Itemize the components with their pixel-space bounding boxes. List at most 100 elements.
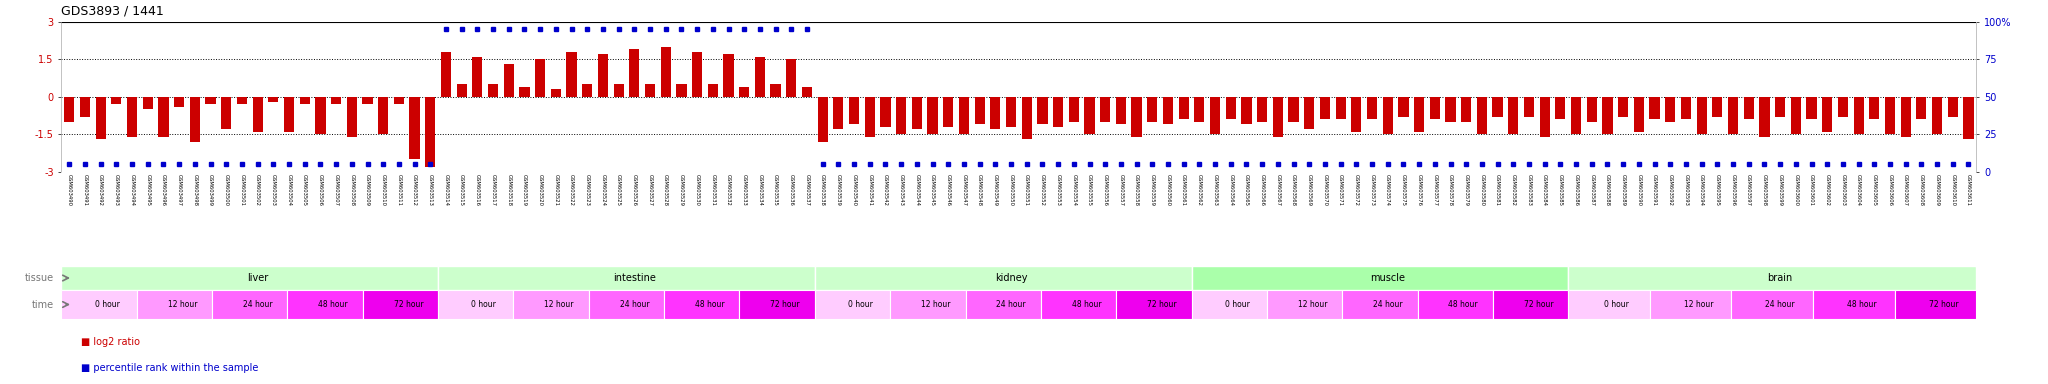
Bar <box>1382 97 1393 134</box>
Bar <box>1192 266 1569 290</box>
Bar <box>1399 97 1409 117</box>
Text: GSM603567: GSM603567 <box>1276 174 1280 207</box>
Bar <box>676 84 686 97</box>
Bar <box>965 290 1040 319</box>
Bar <box>709 84 719 97</box>
Text: GSM603540: GSM603540 <box>852 174 856 207</box>
Bar <box>96 97 106 139</box>
Bar <box>514 290 590 319</box>
Bar <box>63 97 74 122</box>
Text: GSM603578: GSM603578 <box>1448 174 1452 207</box>
Text: GSM603519: GSM603519 <box>522 174 526 207</box>
Text: GSM603597: GSM603597 <box>1747 174 1751 207</box>
Bar <box>815 266 1192 290</box>
Bar <box>1931 97 1942 134</box>
Bar <box>1257 97 1268 122</box>
Text: GSM603552: GSM603552 <box>1040 174 1044 207</box>
Bar <box>1341 290 1417 319</box>
Bar <box>1901 97 1911 137</box>
Text: GSM603531: GSM603531 <box>711 174 715 206</box>
Bar <box>1964 97 1974 139</box>
Text: GSM603532: GSM603532 <box>725 174 731 206</box>
Bar <box>1696 97 1706 134</box>
Bar <box>1569 290 1651 319</box>
Text: GSM603518: GSM603518 <box>506 174 512 207</box>
Text: GSM603560: GSM603560 <box>1165 174 1171 207</box>
Bar <box>127 97 137 137</box>
Text: GSM603591: GSM603591 <box>1653 174 1657 207</box>
Bar <box>1743 97 1753 119</box>
Bar <box>379 97 389 134</box>
Bar <box>567 52 578 97</box>
Bar <box>205 97 215 104</box>
Text: GSM603581: GSM603581 <box>1495 174 1499 207</box>
Text: GSM603596: GSM603596 <box>1731 174 1735 207</box>
Bar <box>1894 290 1976 319</box>
Bar <box>1493 290 1569 319</box>
Text: ■ percentile rank within the sample: ■ percentile rank within the sample <box>80 363 258 373</box>
Bar <box>473 57 483 97</box>
Bar <box>438 290 514 319</box>
Text: GSM603589: GSM603589 <box>1620 174 1626 207</box>
Text: GSM603592: GSM603592 <box>1667 174 1673 207</box>
Text: 48 hour: 48 hour <box>1071 300 1102 309</box>
Text: GSM603498: GSM603498 <box>193 174 197 207</box>
Bar <box>770 84 780 97</box>
Bar <box>614 84 625 97</box>
Text: GSM603524: GSM603524 <box>600 174 606 207</box>
Bar <box>61 266 438 290</box>
Bar <box>1651 290 1731 319</box>
Text: GSM603586: GSM603586 <box>1573 174 1579 207</box>
Text: GSM603503: GSM603503 <box>270 174 276 206</box>
Text: GSM603494: GSM603494 <box>129 174 135 207</box>
Bar <box>61 290 137 319</box>
Bar <box>287 290 362 319</box>
Text: intestine: intestine <box>612 273 655 283</box>
Bar <box>1413 97 1423 132</box>
Text: 12 hour: 12 hour <box>922 300 950 309</box>
Text: GSM603543: GSM603543 <box>899 174 903 206</box>
Bar <box>504 65 514 97</box>
Bar <box>817 97 827 142</box>
Text: GSM603493: GSM603493 <box>115 174 119 206</box>
Text: GSM603534: GSM603534 <box>758 174 762 206</box>
Text: 72 hour: 72 hour <box>1524 300 1552 309</box>
Text: GSM603609: GSM603609 <box>1935 174 1939 207</box>
Text: GSM603562: GSM603562 <box>1196 174 1202 207</box>
Bar <box>174 97 184 107</box>
Bar <box>1305 97 1315 129</box>
Text: GSM603504: GSM603504 <box>287 174 291 207</box>
Text: 24 hour: 24 hour <box>244 300 272 309</box>
Bar <box>881 97 891 127</box>
Text: GSM603611: GSM603611 <box>1966 174 1970 207</box>
Text: GSM603559: GSM603559 <box>1149 174 1155 207</box>
Text: GSM603508: GSM603508 <box>350 174 354 207</box>
Text: kidney: kidney <box>995 273 1028 283</box>
Text: GSM603537: GSM603537 <box>805 174 809 206</box>
Bar <box>285 97 295 132</box>
Bar <box>221 97 231 129</box>
Text: GSM603507: GSM603507 <box>334 174 338 207</box>
Text: GSM603606: GSM603606 <box>1888 174 1892 207</box>
Bar <box>739 290 815 319</box>
Text: GSM603542: GSM603542 <box>883 174 889 207</box>
Text: GSM603593: GSM603593 <box>1683 174 1688 206</box>
Bar <box>590 290 664 319</box>
Text: 12 hour: 12 hour <box>1683 300 1714 309</box>
Bar <box>190 97 201 142</box>
Bar <box>1806 97 1817 119</box>
Bar <box>1319 97 1329 119</box>
Text: GSM603535: GSM603535 <box>772 174 778 206</box>
Bar <box>268 97 279 102</box>
Bar <box>664 290 739 319</box>
Bar <box>1602 97 1612 134</box>
Bar <box>1053 97 1063 127</box>
Bar <box>1618 97 1628 117</box>
Text: GSM603501: GSM603501 <box>240 174 244 207</box>
Text: ■ log2 ratio: ■ log2 ratio <box>80 337 139 347</box>
Text: GSM603573: GSM603573 <box>1370 174 1374 206</box>
Bar <box>582 84 592 97</box>
Bar <box>1853 97 1864 134</box>
Bar <box>213 290 287 319</box>
Text: liver: liver <box>248 273 268 283</box>
